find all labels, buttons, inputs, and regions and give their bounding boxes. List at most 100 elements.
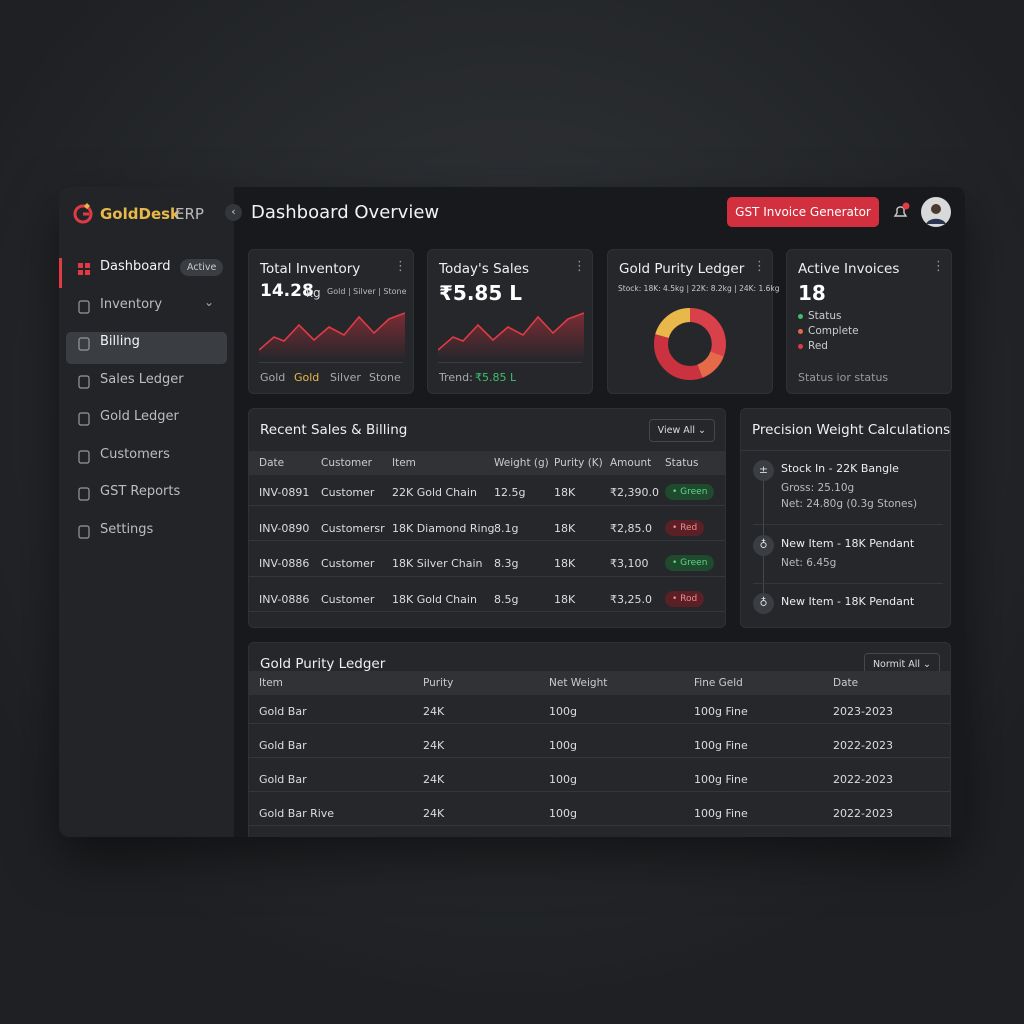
- item-detail: Net: 6.45g: [781, 557, 837, 569]
- table-cell: Gold Bar Rive: [259, 807, 335, 820]
- nav-item[interactable]: Customers: [100, 446, 170, 462]
- table-cell: 8.5g: [494, 592, 519, 606]
- stat-card: Active Invoices ⋮ 18 Status Complete Red Statu…: [786, 249, 952, 394]
- stat-card: Today's Sales ⋮ ₹5.85 L Trend: ₹5.85 L: [427, 249, 593, 394]
- table-cell: 100g Fine: [694, 705, 748, 718]
- nav-icon: [78, 487, 90, 501]
- card-menu[interactable]: ⋮: [753, 259, 766, 274]
- card-menu[interactable]: ⋮: [573, 259, 586, 274]
- card-menu[interactable]: ⋮: [932, 259, 945, 274]
- table-cell: 100g: [549, 807, 577, 820]
- nav-icon: [78, 374, 90, 389]
- card-footer: Silver: [330, 371, 361, 384]
- stat-card: Total Inventory ⋮ 14.28 kg Gold | Silver | S…: [248, 249, 414, 394]
- row-divider: [249, 757, 950, 758]
- table-cell: ₹3,100: [610, 557, 649, 570]
- card-footer: Stone: [369, 371, 401, 384]
- timeline-icon: ♁: [753, 593, 774, 614]
- page-title: Dashboard Overview: [251, 202, 440, 223]
- column-header: Purity (K): [554, 457, 603, 469]
- table-cell: Gold Bar: [259, 705, 307, 718]
- collapse-button[interactable]: ‹: [225, 204, 242, 221]
- nav-item[interactable]: Inventory: [100, 296, 163, 312]
- legend-dot: [798, 344, 803, 349]
- panel-title: Recent Sales & Billing: [260, 422, 408, 438]
- app-window: GoldDesk ERP Dashboard Active Inventory ⌄ Bi…: [59, 187, 965, 837]
- table-cell: 24K: [423, 705, 445, 718]
- divider: [259, 362, 403, 363]
- item-detail: Gross: 25.10g: [781, 482, 855, 494]
- stat-card: Gold Purity Ledger ⋮ Stock: 18K: 4.5kg | 2…: [607, 249, 779, 394]
- sidebar: GoldDesk ERP Dashboard Active Inventory ⌄ Bi…: [59, 187, 234, 837]
- donut-chart: [654, 307, 726, 380]
- nav-item[interactable]: Billing: [100, 334, 140, 349]
- nav-icon: [78, 524, 90, 539]
- active-indicator: [59, 258, 62, 288]
- table-cell: Customer: [321, 592, 375, 606]
- table-cell: 8.3g: [494, 557, 519, 570]
- table-cell: ₹2,85.0: [610, 521, 652, 535]
- nav-item[interactable]: Sales Ledger: [100, 371, 184, 387]
- table-cell: 2022-2023: [833, 807, 893, 820]
- bell-icon[interactable]: [891, 201, 911, 221]
- brand: GoldDesk: [100, 205, 181, 223]
- table-cell: 18K: [554, 486, 576, 499]
- timeline-icon: ±: [753, 460, 774, 481]
- table-cell: Customersr: [321, 521, 385, 535]
- gst-button[interactable]: GST Invoice Generator: [727, 197, 879, 227]
- table-cell: 18K Diamond Ring: [392, 521, 495, 535]
- avatar[interactable]: [921, 197, 951, 227]
- sparkline: [259, 312, 405, 360]
- column-header: Item: [392, 457, 416, 469]
- table-cell: 24K: [423, 739, 445, 752]
- status-pill: • Green: [665, 555, 715, 571]
- card-value: ₹5.85 L: [439, 281, 522, 305]
- nav-badge: Active: [180, 259, 224, 276]
- sparkline: [438, 312, 584, 360]
- divider: [741, 450, 950, 451]
- column-header: Item: [259, 677, 283, 689]
- card-unit: kg: [306, 286, 321, 300]
- item-title: New Item - 18K Pendant: [781, 537, 915, 550]
- nav-icon: [78, 263, 90, 275]
- ledger-panel: Gold Purity Ledger Normit All ⌄ Item Purity…: [248, 642, 951, 837]
- column-header: Date: [259, 457, 285, 469]
- nav-icon: [78, 299, 90, 314]
- column-header: Fine Geld: [694, 677, 743, 689]
- status-pill: • Rod: [665, 590, 705, 607]
- column-header: Date: [833, 677, 859, 689]
- card-note: Stock: 18K: 4.5kg | 22K: 8.2kg | 24K: 1.…: [618, 284, 780, 293]
- logo-icon: [73, 203, 93, 224]
- timeline-line: [763, 469, 764, 599]
- column-header: Customer: [321, 457, 373, 469]
- nav-item[interactable]: Settings: [100, 521, 154, 537]
- card-footer-label: Trend:: [439, 371, 473, 384]
- card-value: 18: [798, 281, 826, 305]
- table-cell: 22K Gold Chain: [392, 486, 477, 499]
- row-divider: [249, 540, 725, 542]
- table-cell: 18K Gold Chain: [392, 592, 477, 606]
- table-cell: 24K: [423, 773, 445, 786]
- table-cell: Gold Bar: [259, 739, 307, 752]
- table-cell: 100g Fine: [694, 773, 748, 786]
- table-cell: 100g Fine: [694, 807, 748, 820]
- status-pill: • Green: [665, 484, 715, 500]
- nav-item[interactable]: GST Reports: [100, 484, 181, 499]
- panel-button[interactable]: View All ⌄: [648, 419, 715, 442]
- row-divider: [249, 575, 725, 577]
- panel-title: Precision Weight Calculations: [752, 422, 951, 438]
- table-cell: 2022-2023: [833, 773, 893, 786]
- card-menu[interactable]: ⋮: [394, 259, 407, 274]
- card-title: Gold Purity Ledger: [619, 261, 745, 277]
- card-footer: Status ior status: [798, 371, 889, 384]
- row-divider: [249, 504, 725, 506]
- row-divider: [249, 723, 950, 724]
- nav-item[interactable]: Dashboard: [100, 259, 171, 274]
- card-footer: Gold: [260, 371, 286, 384]
- nav-item[interactable]: Gold Ledger: [100, 409, 179, 424]
- timeline-icon: ♁: [753, 535, 774, 556]
- table-cell: 100g: [549, 773, 577, 786]
- legend-item: Status: [808, 310, 842, 322]
- card-note: Gold | Silver | Stone: [327, 287, 407, 296]
